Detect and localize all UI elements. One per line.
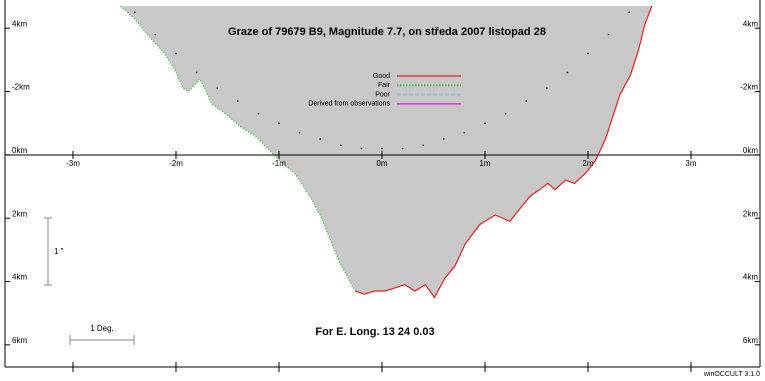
- reference-point: [545, 87, 548, 90]
- y-tick-label: 4km: [743, 273, 758, 282]
- legend-label: Fair: [378, 82, 391, 89]
- legend-label: Derived from observations: [308, 101, 390, 108]
- reference-point: [360, 147, 363, 150]
- x-tick-label: -3m: [66, 159, 80, 168]
- x-tick-label: 0m: [376, 159, 387, 168]
- x-tick-label: 2m: [582, 159, 593, 168]
- y-tick-label: 2km: [743, 209, 758, 218]
- reference-point: [525, 100, 528, 102]
- reference-point: [339, 144, 342, 147]
- y-tick-label: 6km: [12, 336, 27, 345]
- reference-point: [587, 52, 589, 55]
- y-tick-label: -2km: [740, 83, 758, 92]
- reference-point: [216, 87, 219, 90]
- x-tick-label: -1m: [272, 159, 286, 168]
- legend-label: Poor: [375, 91, 390, 98]
- limb-area: [120, 6, 652, 298]
- reference-point: [236, 100, 239, 102]
- reference-point: [607, 33, 610, 36]
- scale-x-label: 1 Deg.: [90, 324, 114, 333]
- reference-point: [484, 122, 486, 125]
- y-tick-label: 2km: [12, 209, 27, 218]
- y-tick-label: 6km: [743, 336, 758, 345]
- reference-point: [401, 147, 404, 150]
- reference-point: [133, 11, 136, 14]
- reference-point: [381, 147, 383, 150]
- y-tick-label: 0km: [743, 146, 758, 155]
- reference-point: [566, 71, 569, 74]
- reference-point: [278, 122, 280, 125]
- y-tick-label: -2km: [12, 83, 30, 92]
- reference-point: [422, 144, 425, 147]
- reference-point: [175, 52, 177, 55]
- x-tick-label: -2m: [169, 159, 183, 168]
- reference-point: [628, 11, 631, 14]
- profile-line: [119, 5, 356, 292]
- x-tick-label: 3m: [685, 159, 696, 168]
- reference-point: [154, 33, 157, 36]
- reference-point: [257, 112, 260, 115]
- reference-point: [298, 131, 301, 134]
- reference-point: [319, 138, 322, 140]
- footer: winOCCULT 3.1.0: [703, 371, 760, 378]
- reference-point: [442, 138, 445, 140]
- profile-line: [355, 5, 653, 299]
- y-tick-label: 4km: [12, 273, 27, 282]
- chart-title: Graze of 79679 B9, Magnitude 7.7, on stř…: [228, 26, 546, 38]
- reference-point: [463, 131, 466, 134]
- plot: -3m -2m -1m 0m 1m 2m 3m 4km 4km -2km -2km 0km 0km 2km…: [4, 0, 761, 372]
- annotation: For E. Long. 13 24 0.03: [315, 326, 434, 338]
- y-tick-label: 0km: [12, 146, 27, 155]
- y-tick-label: 4km: [743, 19, 758, 28]
- scale-y-label: 1 ": [54, 247, 64, 256]
- y-tick-label: 4km: [12, 19, 27, 28]
- reference-point: [504, 112, 507, 115]
- legend-label: Good: [373, 73, 390, 80]
- reference-point: [195, 71, 198, 74]
- x-tick-label: 1m: [479, 159, 490, 168]
